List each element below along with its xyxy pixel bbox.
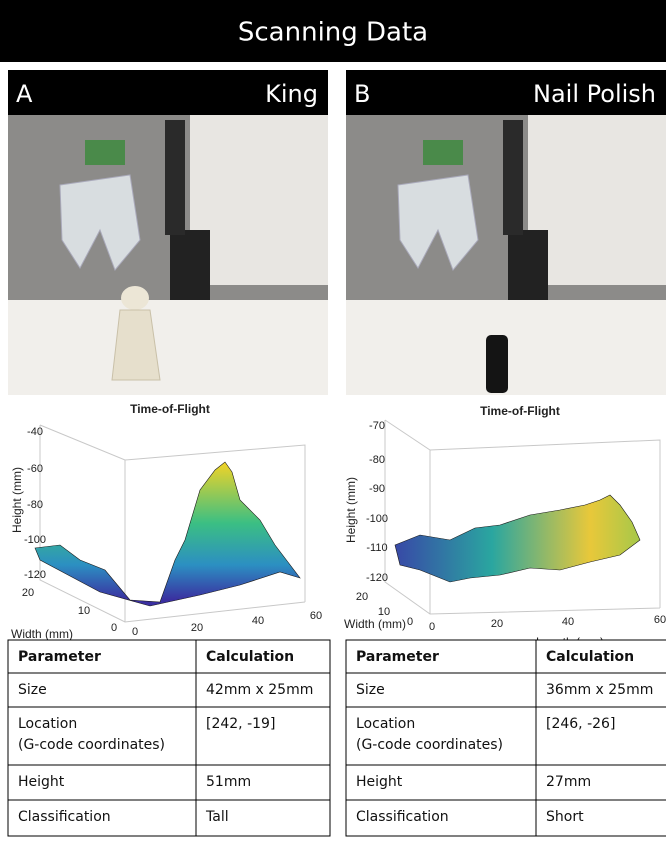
robot-base [170, 230, 210, 300]
z-tick-label: -100 [366, 513, 388, 525]
z-tick-label: -110 [366, 542, 387, 554]
table-cell: 36mm x 25mm [546, 682, 653, 698]
z-axis-label: Height (mm) [10, 467, 24, 533]
z-tick-label: -60 [27, 463, 43, 475]
page-title: Scanning Data [238, 18, 428, 48]
gripper-board [85, 140, 125, 165]
table-cell: Size [18, 682, 47, 698]
object [486, 335, 508, 393]
table-header-cell: Parameter [18, 649, 101, 665]
z-tick-label: -100 [24, 534, 46, 546]
robot-arm [165, 120, 185, 235]
panel-name: King [265, 80, 318, 108]
table-cell: Height [356, 774, 403, 790]
width-tick-label: 0 [407, 616, 413, 628]
table-cell: 42mm x 25mm [206, 682, 313, 698]
length-tick-label: 20 [191, 622, 203, 634]
robot-arm [503, 120, 523, 235]
length-tick-label: 60 [310, 610, 322, 622]
z-tick-label: -80 [27, 499, 43, 511]
panel-letter: B [354, 80, 370, 108]
photo-backdrop [190, 115, 328, 285]
gripper-board [423, 140, 463, 165]
length-tick-label: 40 [252, 615, 264, 627]
width-tick-label: 0 [111, 622, 117, 634]
panel-name: Nail Polish [533, 80, 656, 108]
table-cell: Height [18, 774, 65, 790]
photo-backdrop [528, 115, 666, 285]
z-tick-label: -120 [24, 569, 46, 581]
surface [395, 495, 640, 582]
z-tick-label: -80 [369, 454, 385, 466]
table-cell: Short [546, 809, 584, 825]
robot-base [508, 230, 548, 300]
photo-table [8, 300, 328, 395]
width-tick-label: 20 [22, 587, 34, 599]
object [121, 286, 149, 310]
table-cell: [246, -26] [546, 716, 615, 732]
z-tick-label: -120 [366, 572, 388, 584]
width-tick-label: 10 [78, 605, 90, 617]
table-header-cell: Calculation [206, 649, 294, 665]
plot-title: Time-of-Flight [130, 402, 210, 416]
table-cell: [242, -19] [206, 716, 275, 732]
z-tick-label: -70 [369, 420, 385, 432]
table-cell: Size [356, 682, 385, 698]
width-tick-label: 20 [356, 591, 368, 603]
plot-title: Time-of-Flight [480, 404, 560, 418]
z-axis-label: Height (mm) [344, 477, 358, 543]
table-cell: 51mm [206, 774, 251, 790]
surface [35, 462, 300, 606]
panel-letter: A [16, 80, 33, 108]
table-cell: Classification [18, 809, 111, 825]
width-axis-label: Width (mm) [344, 617, 406, 631]
z-tick-label: -40 [27, 426, 43, 438]
length-tick-label: 0 [132, 626, 138, 638]
length-tick-label: 0 [429, 621, 435, 633]
table-header-cell: Parameter [356, 649, 439, 665]
z-tick-label: -90 [369, 483, 385, 495]
table-cell: Tall [205, 809, 229, 825]
length-tick-label: 60 [654, 614, 666, 626]
table-header-cell: Calculation [546, 649, 634, 665]
width-tick-label: 10 [378, 606, 390, 618]
figure: Scanning Data A King Time-of-Flight Height … [0, 0, 666, 861]
table-cell: Classification [356, 809, 449, 825]
length-tick-label: 40 [562, 616, 574, 628]
table-cell: 27mm [546, 774, 591, 790]
width-axis-label: Width (mm) [11, 627, 73, 641]
length-tick-label: 20 [491, 618, 503, 630]
